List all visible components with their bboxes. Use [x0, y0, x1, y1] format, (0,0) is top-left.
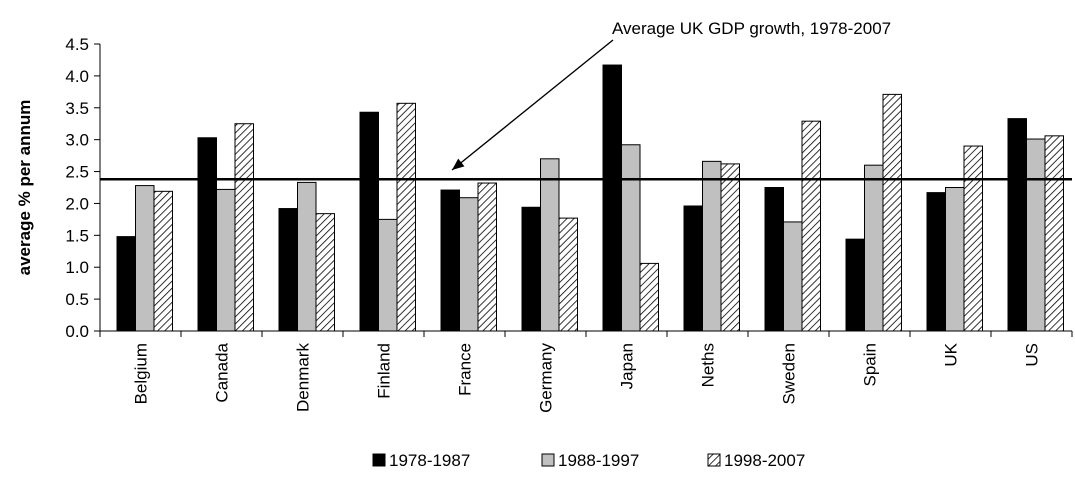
y-tick-label: 3.5 — [65, 99, 89, 118]
x-category-label: Spain — [861, 343, 880, 386]
bar-france-series-3 — [477, 182, 497, 332]
legend-swatch-series-3 — [707, 453, 721, 467]
bar-uk-series-1 — [926, 192, 946, 332]
bar-germany-series-1 — [521, 206, 541, 332]
annotation-arrow-line — [451, 39, 614, 171]
bar-us-series-3 — [1044, 135, 1064, 332]
legend: 1978-1987 1988-1997 1998-2007 — [372, 451, 805, 470]
bars-group — [116, 64, 1064, 332]
x-category-label: Sweden — [780, 343, 799, 404]
legend-swatch-series-2 — [541, 453, 555, 467]
bar-denmark-series-2 — [297, 181, 317, 332]
y-tick-label: 4.0 — [65, 67, 89, 86]
x-category-label: Finland — [375, 343, 394, 399]
bar-sweden-series-1 — [764, 187, 784, 332]
x-category-label: US — [1023, 343, 1042, 367]
bar-neths-series-2 — [702, 160, 722, 332]
y-tick-label: 4.5 — [65, 35, 89, 54]
bar-germany-series-3 — [558, 217, 578, 332]
x-category-label: Germany — [537, 343, 556, 413]
x-category-label: Neths — [699, 343, 718, 387]
bar-belgium-series-3 — [153, 190, 173, 332]
bar-us-series-2 — [1026, 138, 1046, 332]
bar-japan-series-2 — [621, 144, 641, 332]
annotation-arrow-head — [452, 158, 465, 170]
y-tick-label: 2.0 — [65, 194, 89, 213]
legend-label-series-3: 1998-2007 — [724, 451, 805, 470]
bar-canada-series-2 — [216, 188, 236, 332]
legend-label-series-2: 1988-1997 — [558, 451, 639, 470]
x-category-label: France — [456, 343, 475, 396]
reference-line-group: Average UK GDP growth, 1978-2007 — [100, 19, 1072, 181]
bar-france-series-2 — [459, 197, 479, 332]
bar-finland-series-2 — [378, 218, 398, 332]
bar-france-series-1 — [440, 189, 460, 332]
axes-group — [94, 43, 1073, 337]
bar-uk-series-2 — [945, 187, 965, 332]
bar-denmark-series-1 — [278, 208, 298, 332]
bar-spain-series-3 — [882, 93, 902, 332]
bar-sweden-series-2 — [783, 221, 803, 332]
bar-neths-series-1 — [683, 205, 703, 332]
bar-sweden-series-3 — [801, 120, 821, 332]
y-tick-label: 0.5 — [65, 290, 89, 309]
x-category-label: UK — [942, 342, 961, 366]
y-axis-title: average % per annum — [15, 100, 34, 276]
bar-neths-series-3 — [720, 163, 740, 332]
y-tick-label: 3.0 — [65, 131, 89, 150]
bar-finland-series-3 — [396, 102, 416, 332]
bar-belgium-series-2 — [135, 185, 155, 332]
bar-finland-series-1 — [359, 111, 379, 332]
bar-denmark-series-3 — [315, 213, 335, 332]
bar-canada-series-3 — [234, 123, 254, 332]
x-category-label: Belgium — [132, 343, 151, 404]
x-category-label: Canada — [213, 342, 232, 402]
x-category-label: Denmark — [294, 343, 313, 412]
bar-spain-series-2 — [864, 164, 884, 332]
reference-line-label: Average UK GDP growth, 1978-2007 — [612, 19, 891, 38]
bar-belgium-series-1 — [116, 236, 136, 332]
bar-spain-series-1 — [845, 238, 865, 332]
bar-us-series-1 — [1007, 118, 1027, 332]
bar-japan-series-3 — [639, 262, 659, 332]
bar-uk-series-3 — [963, 145, 983, 332]
bar-germany-series-2 — [540, 158, 560, 332]
y-tick-label: 1.0 — [65, 258, 89, 277]
y-tick-label: 0.0 — [65, 322, 89, 341]
bar-canada-series-1 — [197, 137, 217, 332]
labels-group: 0.0 0.5 1.0 1.5 2.0 2.5 3.0 3.5 4.0 4.5 Belgium Can… — [15, 35, 1042, 413]
legend-label-series-1: 1978-1987 — [389, 451, 470, 470]
x-category-label: Japan — [618, 343, 637, 389]
legend-swatch-series-1 — [372, 453, 386, 467]
y-tick-label: 1.5 — [65, 226, 89, 245]
bar-japan-series-1 — [602, 64, 622, 332]
y-tick-label: 2.5 — [65, 163, 89, 182]
